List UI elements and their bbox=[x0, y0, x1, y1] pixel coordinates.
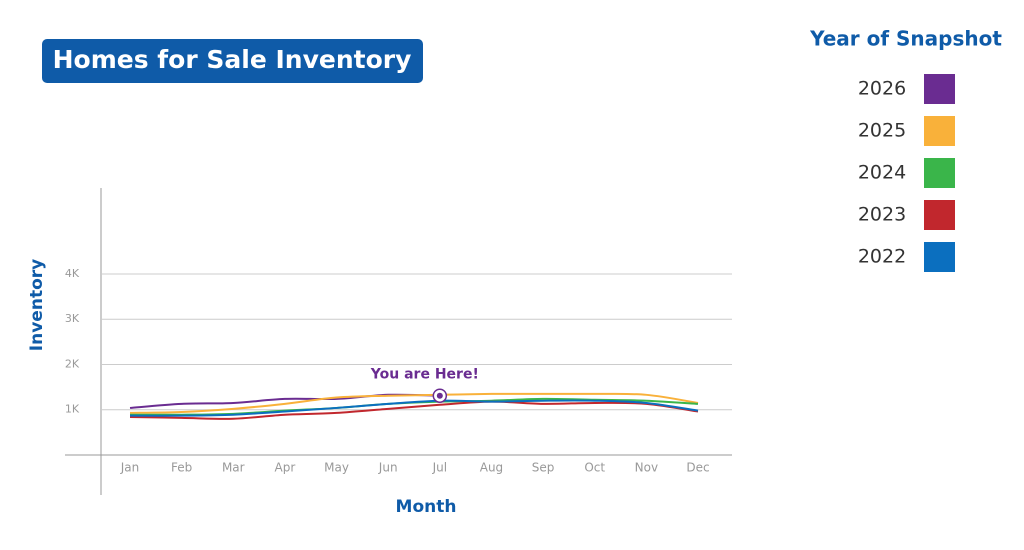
legend-label: 2023 bbox=[858, 204, 906, 226]
y-tick-label: 4K bbox=[65, 267, 80, 280]
series-line bbox=[129, 399, 699, 417]
x-tick-label: Nov bbox=[635, 461, 658, 475]
x-tick-label: Apr bbox=[275, 461, 296, 475]
x-tick-label: Aug bbox=[480, 461, 503, 475]
y-axis-label: Inventory bbox=[27, 259, 47, 351]
y-tick-label: 2K bbox=[65, 357, 80, 370]
legend-swatch bbox=[924, 74, 955, 104]
legend-label: 2025 bbox=[858, 120, 906, 142]
y-tick-label: 3K bbox=[65, 312, 80, 325]
x-tick-label: Sep bbox=[532, 461, 555, 475]
x-tick-label: Jun bbox=[378, 461, 398, 475]
legend-swatch bbox=[924, 200, 955, 230]
x-tick-label: Jul bbox=[432, 461, 447, 475]
legend-label: 2024 bbox=[858, 162, 906, 184]
chart-title: Homes for Sale Inventory bbox=[53, 45, 412, 74]
x-tick-label: Feb bbox=[171, 461, 192, 475]
legend-label: 2026 bbox=[858, 78, 906, 100]
x-tick-label: Jan bbox=[120, 461, 140, 475]
legend-title: Year of Snapshot bbox=[809, 27, 1002, 51]
title-box bbox=[42, 39, 423, 83]
legend-swatch bbox=[924, 116, 955, 146]
x-tick-label: Dec bbox=[686, 461, 709, 475]
series-line bbox=[129, 392, 699, 414]
annotation: You are Here! bbox=[370, 367, 479, 383]
y-tick-label: 1K bbox=[65, 403, 80, 416]
x-tick-label: May bbox=[324, 461, 349, 475]
legend-label: 2022 bbox=[858, 246, 906, 268]
series-line bbox=[129, 393, 440, 409]
current-marker bbox=[436, 392, 443, 399]
legend-swatch bbox=[924, 242, 955, 272]
x-tick-label: Mar bbox=[222, 461, 245, 475]
legend-swatch bbox=[924, 158, 955, 188]
x-tick-label: Oct bbox=[584, 461, 605, 475]
x-axis-label: Month bbox=[396, 497, 457, 517]
series-line bbox=[129, 400, 699, 420]
